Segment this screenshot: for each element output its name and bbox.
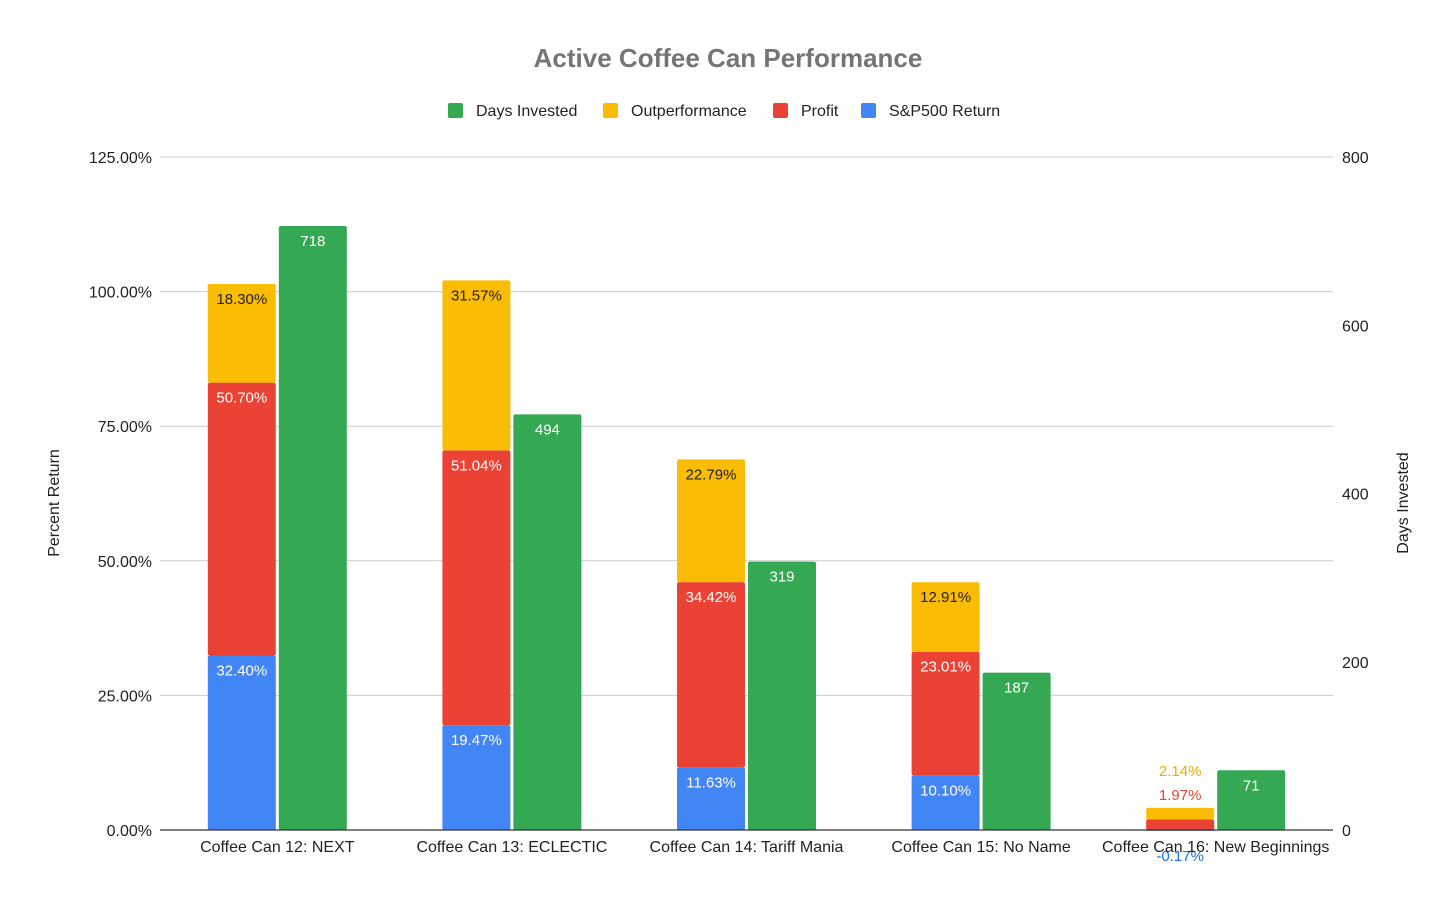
legend-item-outperformance: Outperformance [603, 103, 747, 120]
bar-days-invested-1 [278, 225, 347, 831]
data-label-days-invested-4: 187 [1004, 680, 1029, 697]
bar-profit-2 [442, 450, 511, 726]
right-tick-label: 400 [1342, 487, 1369, 504]
data-label-days-invested-1: 718 [300, 233, 325, 250]
bar-outperformance-3 [677, 459, 745, 583]
bar-profit-3 [677, 582, 745, 768]
legend-swatch [603, 103, 618, 118]
right-axis-title: Days Invested [1395, 452, 1412, 553]
data-label-days-invested-2: 494 [535, 421, 560, 438]
bar-days-invested-2 [513, 414, 582, 830]
gridlines [160, 156, 1333, 696]
right-axis-ticks: 0 200 400 600 800 [1342, 150, 1369, 840]
bar-days-invested-5 [1217, 770, 1286, 830]
data-label-profit-5: 1.97% [1159, 787, 1202, 804]
bar-outperformance-4 [911, 582, 980, 652]
category-label-5: Coffee Can 16: New Beginnings [1102, 839, 1329, 856]
category-label-2: Coffee Can 13: ECLECTIC [416, 839, 607, 856]
legend-label: Days Invested [476, 103, 577, 120]
data-label-profit-2: 51.04% [451, 457, 502, 474]
data-label-profit-4: 23.01% [920, 659, 971, 676]
legend-label: Outperformance [631, 103, 747, 120]
data-label-s-p500-return-1: 32.40% [216, 663, 267, 680]
bar-profit-4 [911, 651, 980, 776]
category-labels: Coffee Can 12: NEXT Coffee Can 13: ECLECT… [200, 839, 1329, 856]
legend-label: Profit [801, 103, 839, 120]
data-label-outperformance-3: 22.79% [686, 466, 737, 483]
legend-swatch [773, 103, 788, 118]
data-label-days-invested-3: 319 [769, 569, 794, 586]
bar-profit-1 [207, 382, 276, 656]
legend: Days Invested Outperformance Profit S&P500 … [448, 103, 1000, 120]
left-tick-label: 125.00% [89, 150, 152, 167]
category-label-3: Coffee Can 14: Tariff Mania [650, 839, 844, 856]
chart-title: Active Coffee Can Performance [534, 43, 923, 73]
bar-days-invested-3 [748, 561, 816, 830]
legend-label: S&P500 Return [889, 103, 1000, 120]
right-tick-label: 0 [1342, 823, 1351, 840]
right-tick-label: 200 [1342, 655, 1369, 672]
data-label-s-p500-return-4: 10.10% [920, 783, 971, 800]
data-label-s-p500-return-2: 19.47% [451, 732, 502, 749]
bar-outperformance-1 [207, 284, 276, 383]
category-label-4: Coffee Can 15: No Name [891, 839, 1070, 856]
bar-outperformance-2 [442, 280, 511, 451]
left-axis-ticks: 0.00% 25.00% 50.00% 75.00% 100.00% 125.00% [89, 150, 152, 840]
legend-item-profit: Profit [773, 103, 839, 120]
left-tick-label: 25.00% [98, 688, 152, 705]
legend-item-days-invested: Days Invested [448, 103, 577, 120]
data-label-profit-3: 34.42% [686, 589, 737, 606]
data-label-outperformance-1: 18.30% [216, 291, 267, 308]
bar-outperformance-5 [1146, 807, 1215, 820]
legend-item-s-p500-return: S&P500 Return [861, 103, 1000, 120]
left-tick-label: 0.00% [107, 823, 152, 840]
bar-s-p500-return-4 [911, 775, 980, 830]
data-label-profit-1: 50.70% [216, 390, 267, 407]
left-axis-title: Percent Return [46, 449, 63, 557]
left-tick-label: 100.00% [89, 285, 152, 302]
right-tick-label: 800 [1342, 150, 1369, 167]
right-tick-label: 600 [1342, 318, 1369, 335]
data-label-s-p500-return-5: -0.17% [1156, 848, 1204, 865]
bar-labels: 32.40% 50.70% 18.30% 718 19.47% 51.04% 31.57% 4… [216, 233, 1259, 865]
bar-s-p500-return-2 [442, 725, 511, 830]
bars [207, 225, 1286, 831]
bar-days-invested-4 [982, 672, 1051, 830]
data-label-outperformance-2: 31.57% [451, 287, 502, 304]
legend-swatch [448, 103, 463, 118]
data-label-outperformance-4: 12.91% [920, 589, 971, 606]
left-tick-label: 50.00% [98, 554, 152, 571]
data-label-s-p500-return-3: 11.63% [686, 774, 736, 791]
data-label-outperformance-5: 2.14% [1159, 763, 1202, 780]
data-label-days-invested-5: 71 [1243, 777, 1260, 794]
left-tick-label: 75.00% [98, 419, 152, 436]
bar-s-p500-return-3 [677, 767, 745, 830]
legend-swatch [861, 103, 876, 118]
category-label-1: Coffee Can 12: NEXT [200, 839, 355, 856]
bar-profit-5 [1146, 819, 1215, 830]
bar-s-p500-return-1 [207, 655, 276, 830]
